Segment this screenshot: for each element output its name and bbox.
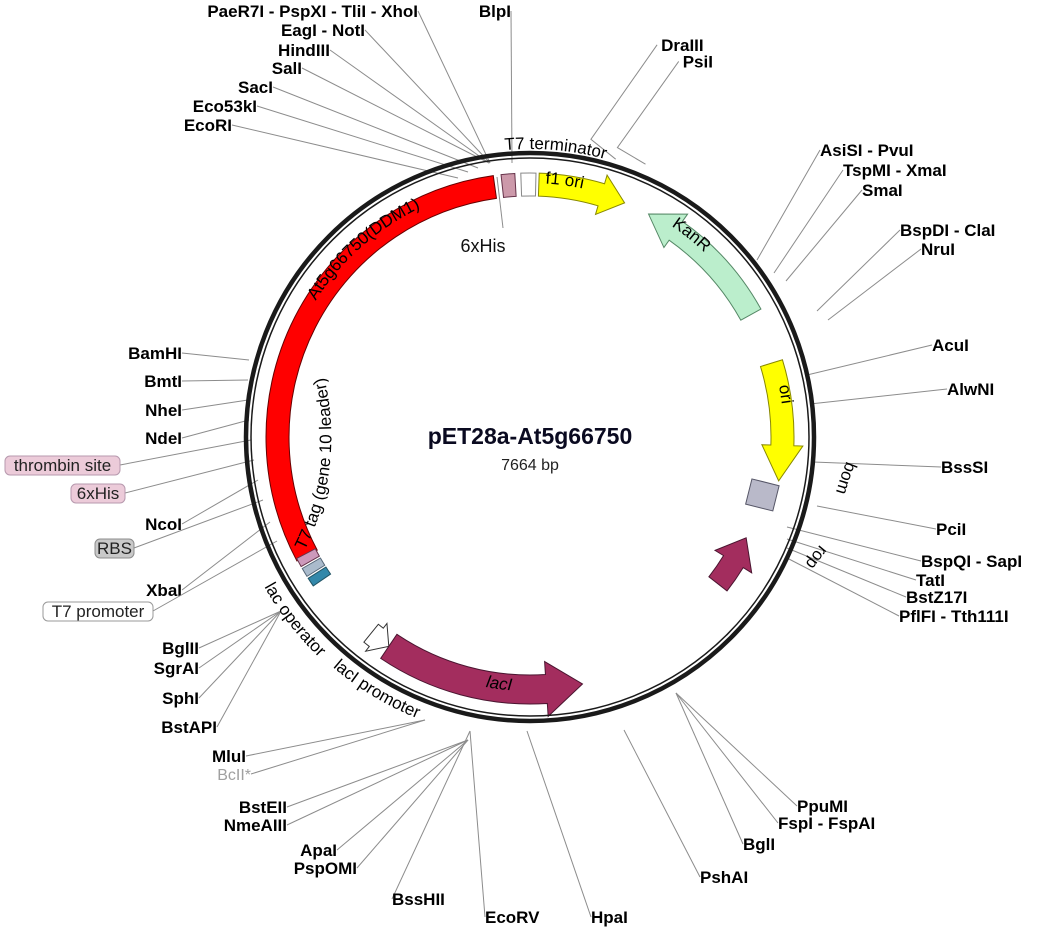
svg-text:pET28a-At5g66750: pET28a-At5g66750 bbox=[428, 423, 633, 449]
svg-text:7664 bp: 7664 bp bbox=[501, 457, 559, 474]
svg-text:SgrAI: SgrAI bbox=[154, 659, 199, 678]
svg-text:HpaI: HpaI bbox=[591, 908, 628, 927]
svg-text:TspMI - XmaI: TspMI - XmaI bbox=[843, 161, 947, 180]
svg-text:PciI: PciI bbox=[936, 520, 966, 539]
svg-text:NruI: NruI bbox=[921, 240, 955, 259]
svg-text:RBS: RBS bbox=[97, 539, 132, 558]
svg-text:BstAPI: BstAPI bbox=[161, 718, 217, 737]
svg-text:NcoI: NcoI bbox=[145, 515, 182, 534]
svg-text:PsiI: PsiI bbox=[683, 52, 713, 71]
svg-text:BspQI - SapI: BspQI - SapI bbox=[921, 552, 1022, 571]
svg-text:lacI: lacI bbox=[485, 672, 513, 694]
svg-text:AcuI: AcuI bbox=[932, 336, 969, 355]
svg-text:SalI: SalI bbox=[272, 59, 302, 78]
svg-text:6xHis: 6xHis bbox=[460, 236, 505, 256]
svg-text:BamHI: BamHI bbox=[128, 344, 182, 363]
svg-text:AsiSI - PvuI: AsiSI - PvuI bbox=[820, 141, 914, 160]
svg-text:PshAI: PshAI bbox=[700, 868, 748, 887]
svg-text:EcoRV: EcoRV bbox=[485, 908, 540, 927]
svg-text:MluI: MluI bbox=[212, 747, 246, 766]
svg-text:EagI - NotI: EagI - NotI bbox=[281, 21, 365, 40]
svg-text:BstEII: BstEII bbox=[239, 798, 287, 817]
svg-text:BglII: BglII bbox=[162, 639, 199, 658]
svg-text:NdeI: NdeI bbox=[145, 429, 182, 448]
svg-text:thrombin site: thrombin site bbox=[14, 456, 111, 475]
svg-text:SmaI: SmaI bbox=[862, 181, 903, 200]
svg-text:T7 promoter: T7 promoter bbox=[52, 602, 145, 621]
svg-text:BspDI - ClaI: BspDI - ClaI bbox=[900, 221, 995, 240]
svg-text:Eco53kI: Eco53kI bbox=[193, 97, 257, 116]
svg-text:EcoRI: EcoRI bbox=[184, 116, 232, 135]
svg-text:BssHII: BssHII bbox=[392, 890, 445, 909]
svg-text:NmeAIII: NmeAIII bbox=[224, 816, 287, 835]
svg-text:FspI - FspAI: FspI - FspAI bbox=[778, 814, 875, 833]
svg-text:BmtI: BmtI bbox=[144, 372, 182, 391]
svg-text:6xHis: 6xHis bbox=[77, 484, 120, 503]
svg-text:BlpI: BlpI bbox=[479, 2, 511, 21]
svg-text:BstZ17I: BstZ17I bbox=[906, 588, 967, 607]
svg-text:SphI: SphI bbox=[162, 689, 199, 708]
svg-text:ApaI: ApaI bbox=[300, 841, 337, 860]
svg-text:BssSI: BssSI bbox=[941, 458, 988, 477]
svg-text:PaeR7I - PspXI - TliI - XhoI: PaeR7I - PspXI - TliI - XhoI bbox=[207, 2, 418, 21]
svg-text:HindIII: HindIII bbox=[278, 41, 330, 60]
svg-text:PflFI - Tth111I: PflFI - Tth111I bbox=[899, 607, 1009, 626]
svg-text:PspOMI: PspOMI bbox=[294, 859, 357, 878]
svg-text:AlwNI: AlwNI bbox=[947, 380, 994, 399]
svg-text:BglI: BglI bbox=[743, 835, 775, 854]
svg-text:BcII*: BcII* bbox=[217, 767, 251, 784]
svg-text:NheI: NheI bbox=[145, 401, 182, 420]
svg-text:SacI: SacI bbox=[238, 78, 273, 97]
svg-text:ori: ori bbox=[775, 383, 797, 405]
